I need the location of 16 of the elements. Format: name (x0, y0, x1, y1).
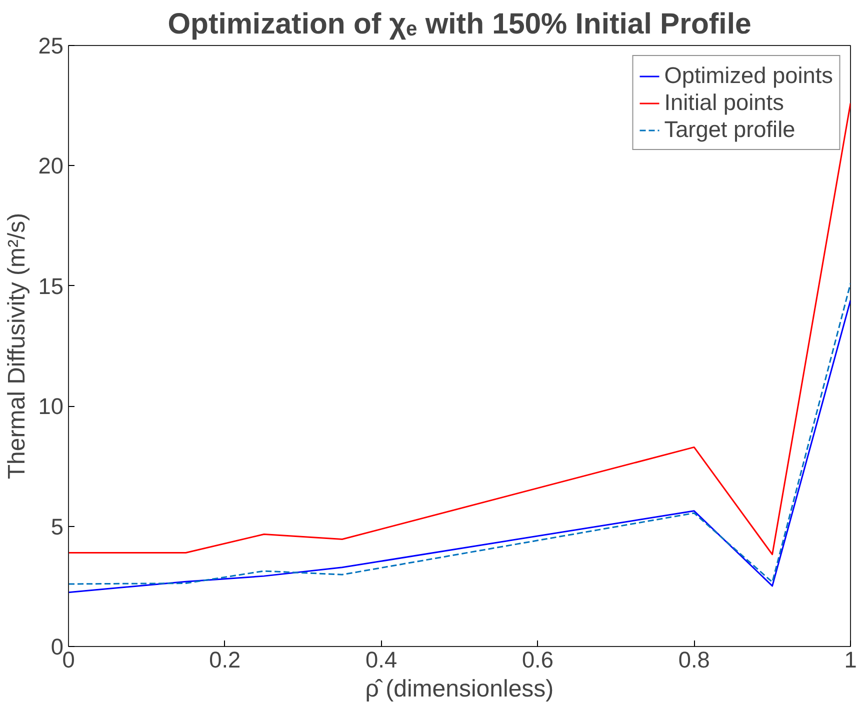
y-tick-label: 5 (50, 513, 64, 540)
x-tick-label: 0.4 (366, 646, 398, 672)
x-tick-label: 0.2 (209, 646, 241, 672)
legend-label: Optimized points (664, 62, 833, 89)
y-tick-label: 20 (38, 152, 64, 179)
chart-title: Optimization of χₑ with 150% Initial Profile (168, 8, 752, 40)
legend-label: Target profile (664, 116, 796, 143)
x-axis-title: ρ̂ (dimensionless) (365, 676, 554, 702)
y-tick-label: 10 (38, 393, 64, 420)
y-axis-title: Thermal Diffusivity (m²/s) (3, 212, 30, 480)
x-tick-label: 0.8 (678, 646, 710, 672)
y-tick-label: 25 (38, 32, 64, 58)
x-tick-label: 0.6 (522, 646, 554, 672)
x-tick-label: 1 (844, 646, 857, 672)
y-tick-label: 15 (38, 272, 64, 299)
legend-label: Initial points (664, 89, 784, 116)
